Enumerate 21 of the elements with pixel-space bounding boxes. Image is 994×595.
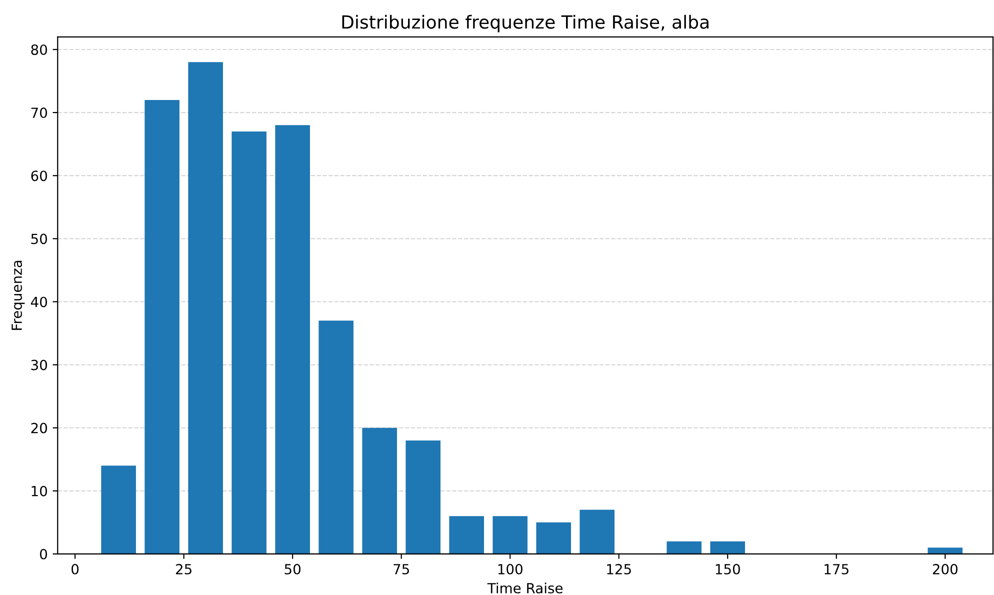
x-tick-label: 125	[607, 564, 631, 574]
x-tick-label: 150	[716, 564, 740, 574]
y-tick-label: 70	[31, 108, 48, 118]
y-tick-label: 20	[31, 422, 48, 434]
y-tick-label: 80	[31, 44, 48, 55]
x-tick-label: 200	[932, 564, 958, 574]
y-tick-label: 60	[31, 170, 48, 182]
x-tick-label: 0	[72, 564, 79, 574]
x-tick-label: 175	[824, 564, 848, 574]
y-tick-label: 10	[32, 486, 48, 496]
y-tick-label: 0	[40, 548, 48, 560]
x-tick-label: 50	[284, 564, 300, 574]
x-tick-label: 25	[176, 564, 192, 574]
x-axis-title: Time Raise	[487, 582, 563, 594]
x-tick-label: 75	[394, 564, 409, 574]
y-tick-label: 40	[30, 296, 48, 308]
y-tick-label: 30	[31, 360, 48, 370]
y-axis-title: Frequenza	[12, 260, 25, 330]
chart-title: Distribuzione frequenze Time Raise, alba	[342, 14, 708, 32]
y-tick-label: 50	[31, 234, 48, 244]
x-tick-label: 100	[498, 564, 522, 574]
